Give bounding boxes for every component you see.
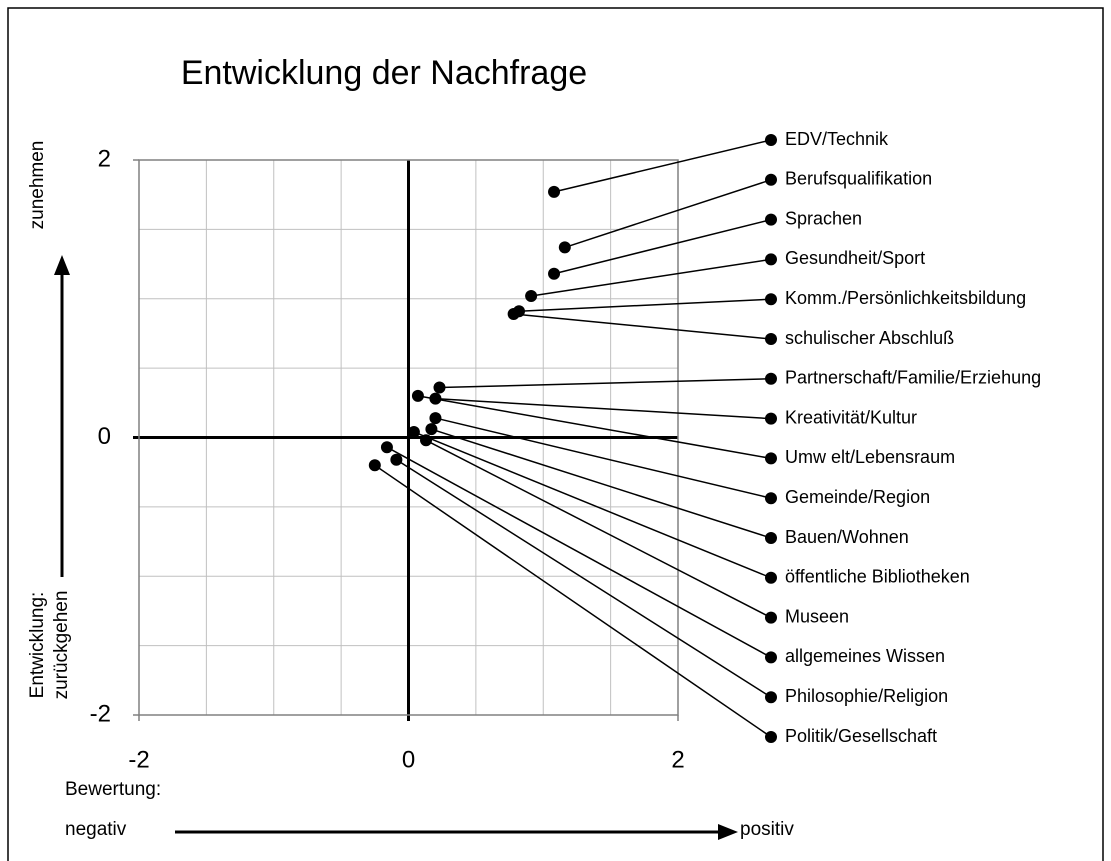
point (425, 423, 438, 436)
label-dot (765, 492, 777, 505)
leader-line (425, 439, 772, 619)
leader-line (413, 431, 772, 579)
label-dot (765, 293, 777, 306)
label-dot (765, 333, 777, 345)
leader-line (553, 218, 772, 275)
y-label-top: zunehmen (27, 141, 48, 230)
point-label: allgemeines Wissen (785, 646, 945, 666)
leader-line (531, 258, 772, 297)
leader-line (417, 395, 772, 460)
point (411, 389, 424, 402)
point-label: Bauen/Wohnen (785, 527, 909, 547)
leader-line (374, 464, 772, 738)
label-dot (765, 412, 777, 425)
x-tick-label: 0 (402, 746, 415, 773)
point (429, 412, 442, 425)
label-dot (765, 651, 777, 664)
point-label: öffentliche Bibliotheken (785, 567, 970, 587)
point-label: Partnerschaft/Familie/Erziehung (785, 368, 1041, 388)
point (420, 434, 433, 447)
point (380, 441, 393, 454)
point-label: Gemeinde/Region (785, 487, 930, 507)
label-dot (765, 611, 777, 624)
point-label: Komm./Persönlichkeitsbildung (785, 288, 1026, 308)
leader-line (518, 298, 772, 312)
point-label: EDV/Technik (785, 129, 889, 149)
leader-line (513, 313, 772, 340)
point (407, 425, 420, 438)
label-dot (765, 571, 777, 584)
point-label: Museen (785, 606, 849, 626)
point-label: Gesundheit/Sport (785, 248, 925, 268)
y-tick-label: -2 (90, 700, 111, 727)
plot-border (138, 159, 679, 716)
point (390, 453, 403, 466)
y-tick-label: 0 (98, 423, 111, 450)
leader-line (553, 139, 772, 193)
point-label: Politik/Gesellschaft (785, 726, 937, 746)
x-label-left: Bewertung: (65, 779, 161, 800)
leader-line (395, 459, 772, 698)
label-dot (765, 532, 777, 544)
x-label-left: negativ (65, 819, 127, 840)
chart-title: Entwicklung der Nachfrage (181, 54, 587, 92)
point-label: schulischer Abschluß (785, 328, 954, 348)
point (507, 308, 520, 321)
label-dot (765, 253, 777, 266)
leader-line (439, 378, 772, 389)
point (548, 267, 561, 280)
label-dot (765, 372, 777, 385)
point (558, 241, 571, 254)
point (548, 185, 561, 198)
x-arrowhead (718, 824, 738, 840)
label-dot (765, 691, 777, 704)
leader-line (564, 179, 772, 249)
x-label-right: positiv (740, 819, 794, 840)
point-label: Philosophie/Religion (785, 686, 948, 706)
label-dot (765, 452, 777, 465)
label-dot (765, 213, 777, 226)
leader-line (435, 397, 772, 420)
point-label: Umw elt/Lebensraum (785, 447, 955, 467)
point-label: Sprachen (785, 208, 862, 228)
x-tick-label: -2 (128, 746, 149, 773)
y-label-bottom: Entwicklung: (27, 592, 48, 699)
y-label-bottom: zurückgehen (51, 591, 72, 700)
x-tick-label: 2 (671, 746, 684, 773)
y-arrowhead (54, 255, 70, 275)
point (433, 381, 446, 394)
label-dot (765, 134, 777, 146)
point (525, 289, 538, 302)
point-label: Kreativität/Kultur (785, 407, 917, 427)
label-dot (765, 173, 777, 186)
y-tick-label: 2 (98, 145, 111, 172)
leader-line (435, 417, 772, 499)
point (368, 459, 381, 472)
leader-line (431, 428, 772, 539)
leader-line (386, 446, 772, 659)
point-label: Berufsqualifikation (785, 169, 932, 189)
label-dot (765, 731, 777, 743)
